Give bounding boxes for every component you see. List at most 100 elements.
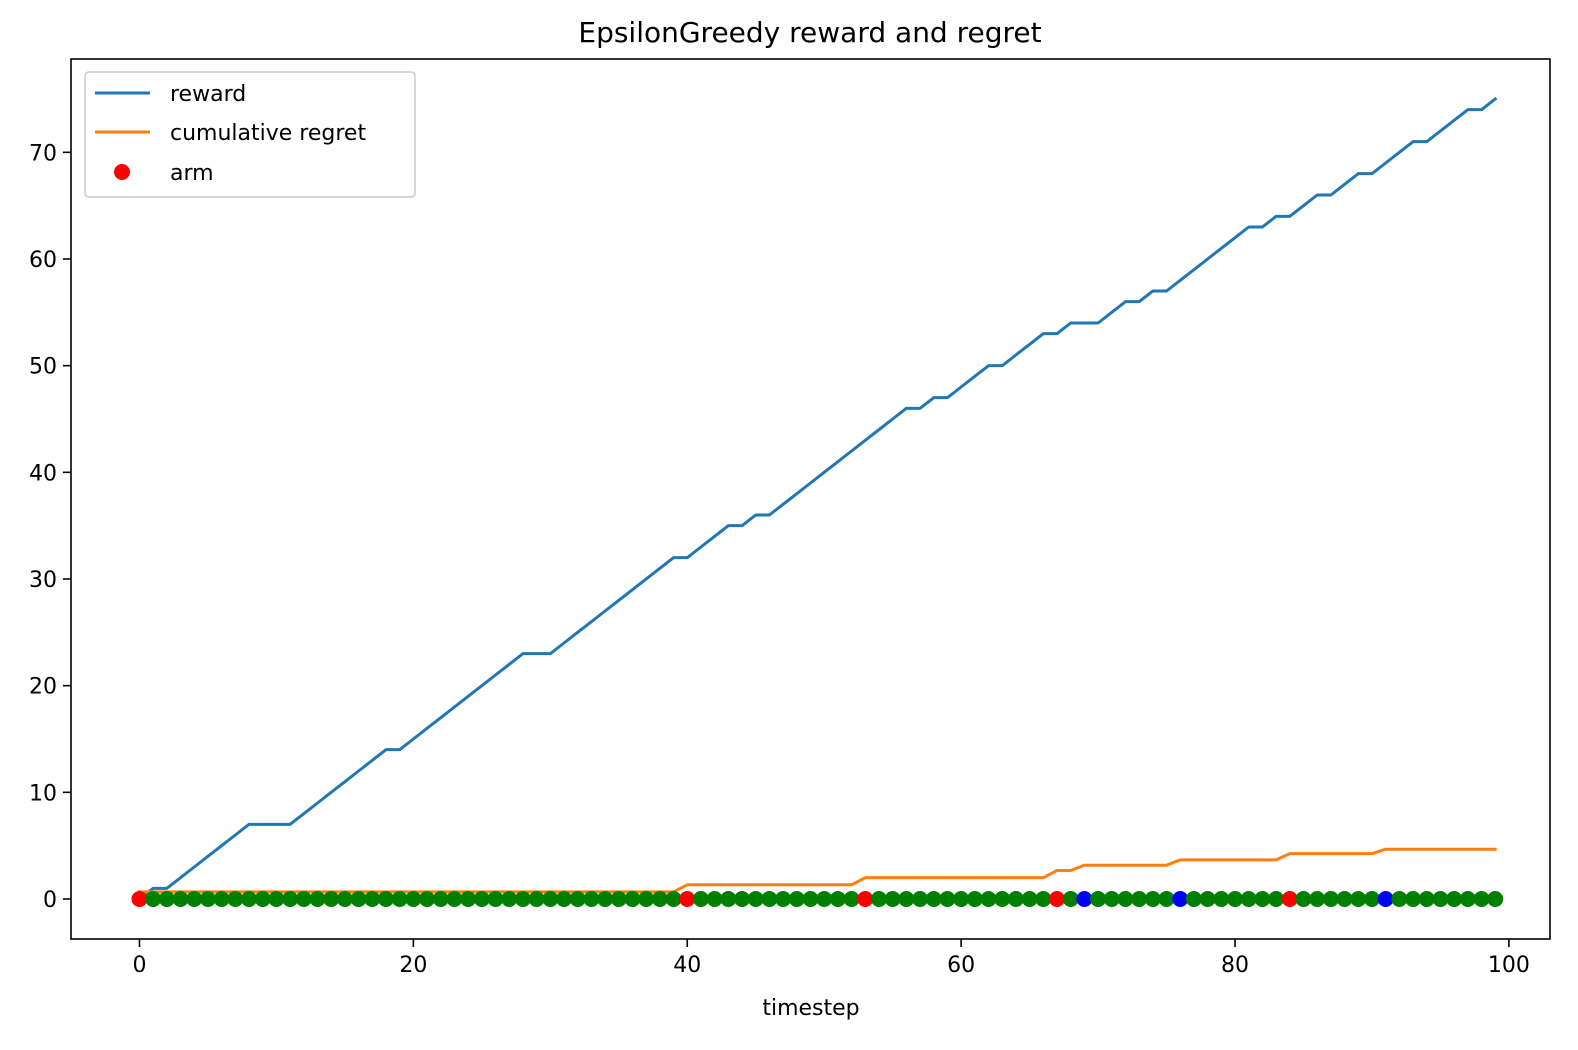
y-tick-label: 40: [29, 461, 57, 486]
arm-point: [1172, 891, 1189, 907]
arm-point: [350, 891, 367, 907]
arm-point: [364, 891, 381, 907]
arm-point: [624, 891, 641, 907]
arm-point: [1103, 891, 1120, 907]
y-tick-label: 30: [29, 568, 57, 593]
arm-point: [1213, 891, 1230, 907]
series-lines: [137, 96, 1498, 902]
arm-point: [309, 891, 326, 907]
arm-point: [199, 891, 216, 907]
series-line-reward: [137, 96, 1498, 902]
arm-point: [514, 891, 531, 907]
arm-point: [1432, 891, 1449, 907]
arm-point: [1090, 891, 1107, 907]
arm-point: [131, 891, 148, 907]
arm-point: [980, 891, 997, 907]
arm-point: [1295, 891, 1312, 907]
arm-point: [473, 891, 490, 907]
arm-point: [569, 891, 586, 907]
x-axis-ticks: 0 20 40 60 80 100: [132, 939, 1530, 978]
legend-box: [84, 71, 416, 198]
arm-point: [884, 891, 901, 907]
arm-point: [1405, 891, 1422, 907]
arm-point: [610, 891, 627, 907]
arm-point: [1117, 891, 1134, 907]
arm-point: [843, 891, 860, 907]
legend-label-cumulative-regret: cumulative regret: [170, 121, 366, 146]
chart-title: EpsilonGreedy reward and regret: [578, 16, 1041, 49]
arm-point: [282, 891, 299, 907]
arm-point: [1035, 891, 1052, 907]
arm-point: [802, 891, 819, 907]
arm-point: [966, 891, 983, 907]
x-tick-label: 60: [947, 953, 975, 978]
arm-point: [268, 891, 285, 907]
y-tick-label: 0: [43, 888, 57, 913]
arm-point: [1021, 891, 1038, 907]
arm-point: [1377, 891, 1394, 907]
arm-point: [870, 891, 887, 907]
arm-point: [446, 891, 463, 907]
arm-point: [1144, 891, 1161, 907]
arm-point: [1418, 891, 1435, 907]
arm-point: [1158, 891, 1175, 907]
arm-point: [323, 891, 340, 907]
arm-point: [1049, 891, 1065, 907]
arm-point: [1227, 891, 1244, 907]
x-tick-label: 100: [1488, 953, 1530, 978]
arm-point: [775, 891, 792, 907]
arm-point: [419, 891, 436, 907]
arm-point: [994, 891, 1011, 907]
arm-point: [925, 891, 942, 907]
y-tick-label: 70: [29, 141, 57, 166]
arm-point: [460, 891, 477, 907]
arm-point: [583, 891, 600, 907]
arm-point: [241, 891, 258, 907]
arm-point: [1391, 891, 1408, 907]
plot-data-group: [131, 96, 1504, 907]
y-tick-label: 10: [29, 781, 57, 806]
y-tick-label: 20: [29, 675, 57, 700]
arm-point: [679, 891, 696, 907]
arm-point: [912, 891, 929, 907]
arm-point: [501, 891, 518, 907]
x-tick-label: 40: [673, 953, 701, 978]
arm-point: [761, 891, 778, 907]
legend: reward cumulative regret arm: [84, 71, 416, 198]
arm-point: [597, 891, 614, 907]
arm-point: [720, 891, 737, 907]
arm-point: [336, 891, 353, 907]
arm-point: [816, 891, 833, 907]
arm-point: [953, 891, 970, 907]
arm-point: [747, 891, 764, 907]
arm-point: [829, 891, 846, 907]
arm-point: [1309, 891, 1326, 907]
arm-point: [556, 891, 572, 907]
arm-point: [706, 891, 723, 907]
x-tick-label: 80: [1221, 953, 1249, 978]
arm-point: [1363, 891, 1380, 907]
x-tick-label: 0: [132, 953, 146, 978]
arm-point: [1350, 891, 1367, 907]
arm-point: [857, 891, 874, 907]
arm-point: [1336, 891, 1353, 907]
arm-point: [1062, 891, 1079, 907]
arm-point: [1185, 891, 1202, 907]
arm-point: [898, 891, 915, 907]
arm-point: [487, 891, 504, 907]
arm-point: [638, 891, 655, 907]
arm-point: [1199, 891, 1216, 907]
arm-point: [651, 891, 668, 907]
x-axis-title: timestep: [762, 996, 859, 1021]
arm-point: [1254, 891, 1271, 907]
arm-point: [405, 891, 422, 907]
arm-point: [213, 891, 230, 907]
y-tick-label: 50: [29, 355, 57, 380]
arm-point: [1473, 891, 1490, 907]
arm-point: [1076, 891, 1093, 907]
arm-point: [734, 891, 751, 907]
arm-point: [1240, 891, 1257, 907]
series-line-cumulative-regret: [137, 847, 1497, 894]
arm-point: [542, 891, 559, 907]
